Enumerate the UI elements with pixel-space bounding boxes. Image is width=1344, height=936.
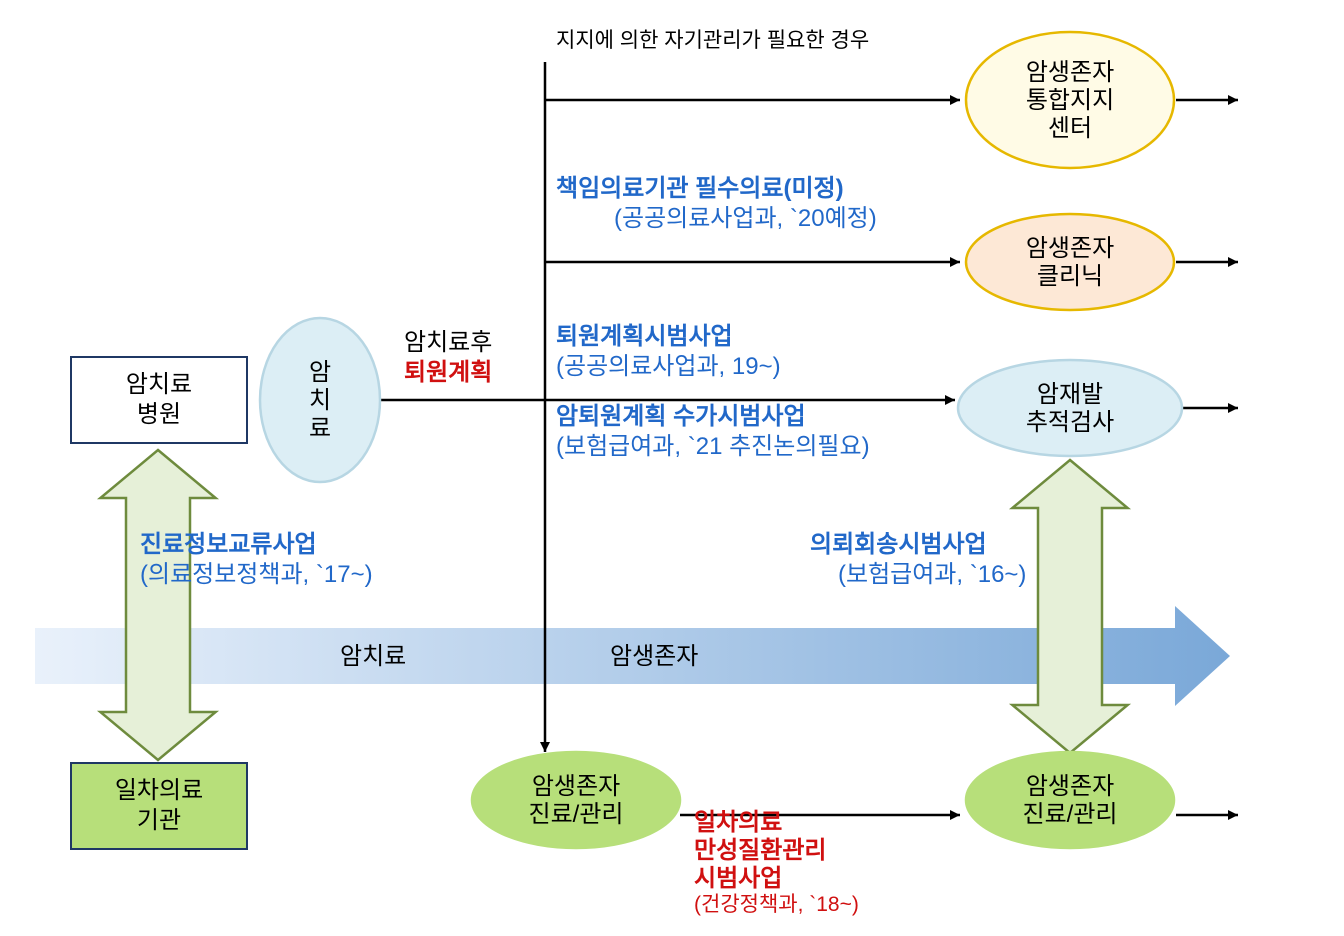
ellipse-care2-label-0: 암생존자 (1026, 773, 1114, 800)
ellipse-support_ctr-label-1: 통합지지 (1026, 87, 1114, 114)
text-b3dnA: 암퇴원계획 수가시범사업 (556, 402, 806, 432)
text-b3upA: 퇴원계획시범사업 (556, 322, 733, 352)
text-leftTop2: 퇴원계획 (404, 358, 492, 388)
text-leftInfoB: (의료정보정책과, `17~) (140, 560, 373, 590)
text-bottomA: 일차의료 (694, 808, 782, 838)
ellipse-treatment-label-1: 치 (309, 387, 331, 414)
primary-box: 일차의료 기관 (70, 762, 248, 850)
ellipse-followup-label-1: 추적검사 (1026, 409, 1114, 436)
ellipse-care1 (472, 752, 680, 848)
ellipse-followup-label-0: 암재발 (1037, 381, 1103, 408)
double-arrow (1012, 460, 1127, 753)
ellipse-treatment-label-0: 암 (309, 359, 331, 386)
ellipse-clinic-label-0: 암생존자 (1026, 235, 1114, 262)
ellipse-support_ctr-label-0: 암생존자 (1026, 59, 1114, 86)
text-leftInfoA: 진료정보교류사업 (140, 530, 317, 560)
timeline-label-left: 암치료 (340, 642, 406, 672)
text-branch2b: (공공의료사업과, `20예정) (614, 204, 877, 234)
ellipse-treatment-label-2: 료 (309, 415, 331, 442)
ellipse-clinic-label-1: 클리닉 (1037, 263, 1103, 290)
double-arrow (100, 450, 215, 760)
text-b3upB: (공공의료사업과, 19~) (556, 352, 781, 382)
ellipse-followup (958, 360, 1182, 456)
ellipse-care1-label-1: 진료/관리 (529, 801, 624, 828)
ellipse-care2 (966, 752, 1174, 848)
ellipse-clinic (966, 214, 1174, 310)
text-branch2a: 책임의료기관 필수의료(미정) (556, 174, 844, 204)
text-branch1: 지지에 의한 자기관리가 필요한 경우 (556, 28, 869, 54)
text-b3dnB: (보험급여과, `21 추진논의필요) (556, 432, 870, 462)
timeline-label-right: 암생존자 (610, 642, 698, 672)
text-leftTop1: 암치료후 (404, 328, 492, 358)
ellipse-care2-label-1: 진료/관리 (1023, 801, 1118, 828)
ellipse-care1-label-0: 암생존자 (532, 773, 620, 800)
hospital-box: 암치료 병원 (70, 356, 248, 444)
primary-line2: 기관 (137, 807, 181, 834)
text-bottomC: 시범사업 (694, 864, 782, 894)
text-rightInfoA: 의뢰회송시범사업 (810, 530, 987, 560)
ellipse-support_ctr-label-2: 센터 (1048, 115, 1092, 142)
text-rightInfoB: (보험급여과, `16~) (838, 560, 1026, 590)
hospital-line2: 병원 (137, 401, 181, 428)
hospital-line1: 암치료 (126, 371, 192, 398)
primary-line1: 일차의료 (115, 777, 203, 804)
text-bottomD: (건강정책과, `18~) (694, 892, 859, 918)
text-bottomB: 만성질환관리 (694, 836, 826, 866)
